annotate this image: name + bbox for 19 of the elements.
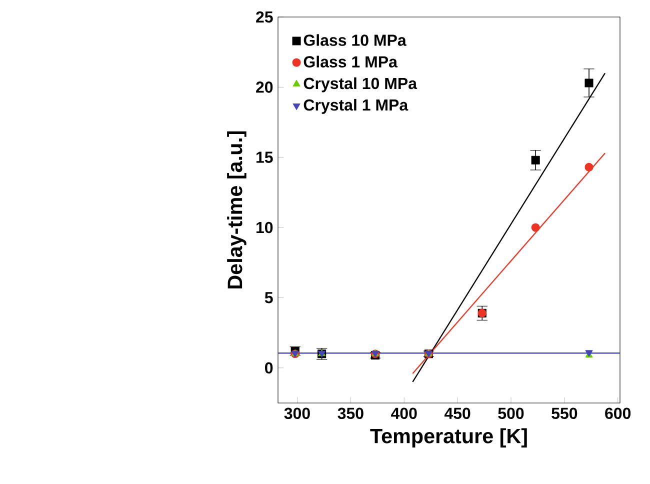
- x-tick-label: 600: [605, 408, 631, 420]
- x-tick-label: 500: [498, 408, 524, 420]
- y-tick-label: 0: [265, 362, 273, 374]
- y-tick-label: 20: [256, 82, 273, 93]
- y-tick-label: 25: [256, 11, 273, 23]
- x-tick-label: 450: [444, 408, 470, 420]
- y-tick-label: 10: [256, 222, 273, 234]
- legend-label: Crystal 10 MPa: [304, 77, 418, 92]
- x-tick-label: 550: [552, 408, 578, 420]
- y-tick-label: 15: [256, 152, 273, 163]
- x-tick-label: 400: [391, 408, 417, 420]
- y-tick-label: 5: [264, 292, 273, 304]
- legend-label: Crystal 1 MPa: [304, 98, 408, 114]
- y-axis-title: Delay-time [a.u.]: [227, 131, 246, 288]
- x-tick-label: 350: [338, 408, 364, 420]
- legend-label: Glass 1 MPa: [304, 56, 398, 68]
- legend-label: Glass 10 MPa: [304, 34, 406, 46]
- x-axis-title: Temperature [K]: [370, 428, 527, 448]
- x-tick-label: 300: [284, 408, 310, 420]
